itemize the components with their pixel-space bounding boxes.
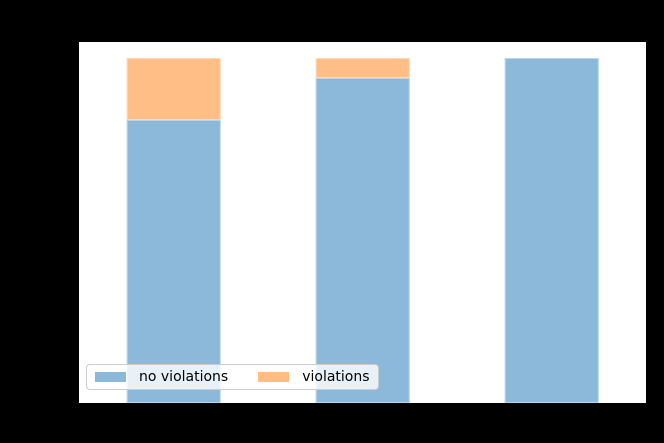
legend-swatch-violations xyxy=(258,372,290,382)
plot-area: no violations violations xyxy=(79,42,646,403)
legend-item-violations: violations xyxy=(258,369,370,385)
legend-item-no-violations: no violations xyxy=(95,370,228,384)
bar-segment-no-violations xyxy=(504,57,599,403)
bar-segment-no-violations xyxy=(315,78,410,403)
legend-swatch-no-violations xyxy=(95,372,126,382)
bar-segment-violations xyxy=(126,57,221,120)
stacked-bar-2 xyxy=(315,42,410,403)
legend-label-violations: violations xyxy=(302,369,370,385)
legend-label-no-violations: no violations xyxy=(139,369,229,385)
bar-segment-no-violations xyxy=(126,119,221,403)
legend: no violations violations xyxy=(86,364,379,390)
bar-segment-violations xyxy=(315,57,410,79)
stacked-bar-1 xyxy=(126,42,221,403)
stacked-bar-3 xyxy=(504,42,599,403)
bars-layer xyxy=(79,42,646,403)
